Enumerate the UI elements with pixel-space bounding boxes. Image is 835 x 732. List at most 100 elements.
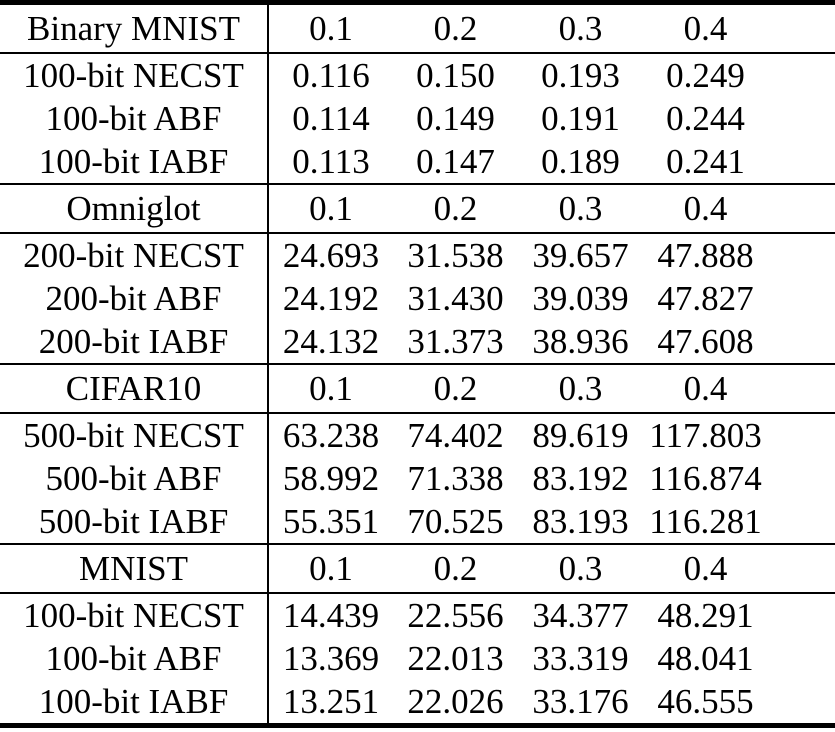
value-cell: 0.189 bbox=[518, 140, 643, 185]
row-label: 100-bit IABF bbox=[0, 140, 268, 185]
noise-level: 0.2 bbox=[393, 184, 518, 234]
value-cell: 33.319 bbox=[532, 638, 629, 678]
value-cell: 0.191 bbox=[541, 98, 620, 138]
value-cell: 33.176 bbox=[532, 681, 629, 721]
spacer bbox=[768, 277, 835, 320]
row-label: 200-bit IABF bbox=[0, 320, 268, 365]
table-row: 500-bit IABF 55.351 70.525 83.193 116.28… bbox=[0, 500, 835, 545]
value-cell: 116.874 bbox=[649, 458, 762, 498]
table-row: 100-bit IABF 0.113 0.147 0.189 0.241 bbox=[0, 140, 835, 185]
value-cell: 0.150 bbox=[416, 55, 495, 95]
value-cell: 74.402 bbox=[407, 415, 504, 455]
spacer bbox=[768, 413, 835, 457]
value-cell: 89.619 bbox=[532, 415, 629, 455]
value-cell: 0.149 bbox=[416, 98, 495, 138]
section-header-row: Omniglot 0.1 0.2 0.3 0.4 bbox=[0, 184, 835, 234]
value-cell: 0.193 bbox=[541, 55, 620, 95]
value-cell: 47.608 bbox=[643, 320, 768, 365]
section-omniglot: Omniglot 0.1 0.2 0.3 0.4 200-bit NECST 2… bbox=[0, 184, 835, 365]
value-cell: 0.116 bbox=[267, 53, 393, 97]
dataset-name: MNIST bbox=[0, 544, 268, 594]
value-cell: 71.338 bbox=[407, 458, 504, 498]
table-row: 500-bit ABF 58.992 71.338 83.192 116.874 bbox=[0, 457, 835, 500]
dataset-name: Omniglot bbox=[0, 184, 268, 234]
noise-level: 0.2 bbox=[393, 364, 518, 414]
value-cell: 39.657 bbox=[532, 235, 629, 275]
noise-level: 0.4 bbox=[643, 364, 768, 414]
noise-level: 0.1 bbox=[267, 544, 393, 594]
value-cell: 13.369 bbox=[267, 637, 393, 680]
row-label: 100-bit IABF bbox=[38, 681, 229, 721]
value-cell: 70.525 bbox=[393, 500, 518, 545]
value-cell: 83.193 bbox=[518, 500, 643, 545]
value-cell: 58.992 bbox=[267, 457, 393, 500]
spacer bbox=[768, 184, 835, 234]
table-row: 200-bit IABF 24.132 31.373 38.936 47.608 bbox=[0, 320, 835, 365]
value-cell: 46.555 bbox=[657, 681, 754, 721]
noise-level: 0.3 bbox=[518, 364, 643, 414]
spacer bbox=[768, 320, 835, 365]
noise-level: 0.2 bbox=[393, 544, 518, 594]
value-cell: 34.377 bbox=[532, 595, 629, 635]
table-row: 100-bit ABF 13.369 22.013 33.319 48.041 bbox=[0, 637, 835, 680]
value-cell: 117.803 bbox=[649, 415, 762, 455]
value-cell: 55.351 bbox=[267, 500, 393, 545]
value-cell: 48.291 bbox=[657, 595, 754, 635]
value-cell: 31.538 bbox=[407, 235, 504, 275]
row-label: 100-bit ABF bbox=[45, 638, 222, 678]
value-cell: 22.013 bbox=[407, 638, 504, 678]
value-cell: 0.244 bbox=[666, 98, 745, 138]
spacer bbox=[768, 544, 835, 594]
value-cell: 63.238 bbox=[267, 413, 393, 457]
row-label: 500-bit IABF bbox=[0, 500, 268, 545]
section-header-row: Binary MNIST 0.1 0.2 0.3 0.4 bbox=[0, 2, 835, 54]
spacer bbox=[768, 97, 835, 140]
spacer bbox=[768, 53, 835, 97]
value-cell: 13.251 bbox=[267, 680, 393, 726]
section-mnist: MNIST 0.1 0.2 0.3 0.4 100-bit NECST 14.4… bbox=[0, 544, 835, 726]
spacer bbox=[768, 140, 835, 185]
value-cell: 0.147 bbox=[393, 140, 518, 185]
noise-level: 0.4 bbox=[643, 184, 768, 234]
value-cell: 48.041 bbox=[657, 638, 754, 678]
value-cell: 24.132 bbox=[267, 320, 393, 365]
table-row: 200-bit NECST 24.693 31.538 39.657 47.88… bbox=[0, 233, 835, 277]
value-cell: 24.693 bbox=[267, 233, 393, 277]
section-header-row: CIFAR10 0.1 0.2 0.3 0.4 bbox=[0, 364, 835, 414]
table-row: 200-bit ABF 24.192 31.430 39.039 47.827 bbox=[0, 277, 835, 320]
value-cell: 0.249 bbox=[666, 55, 745, 95]
spacer bbox=[768, 364, 835, 414]
spacer bbox=[768, 680, 835, 726]
value-cell: 0.113 bbox=[267, 140, 393, 185]
noise-level: 0.4 bbox=[643, 2, 768, 54]
row-label: 200-bit NECST bbox=[23, 235, 244, 275]
noise-level: 0.3 bbox=[518, 184, 643, 234]
value-cell: 83.192 bbox=[532, 458, 629, 498]
row-label: 100-bit NECST bbox=[23, 55, 244, 95]
value-cell: 31.373 bbox=[393, 320, 518, 365]
table-row: 100-bit NECST 0.116 0.150 0.193 0.249 bbox=[0, 53, 835, 97]
value-cell: 24.192 bbox=[267, 277, 393, 320]
row-label: 500-bit NECST bbox=[23, 415, 244, 455]
spacer bbox=[768, 233, 835, 277]
value-cell: 47.888 bbox=[657, 235, 754, 275]
value-cell: 22.556 bbox=[407, 595, 504, 635]
value-cell: 116.281 bbox=[643, 500, 768, 545]
dataset-name: CIFAR10 bbox=[0, 364, 268, 414]
noise-level: 0.3 bbox=[518, 544, 643, 594]
section-cifar10: CIFAR10 0.1 0.2 0.3 0.4 500-bit NECST 63… bbox=[0, 364, 835, 545]
noise-level: 0.2 bbox=[393, 2, 518, 54]
section-header-row: MNIST 0.1 0.2 0.3 0.4 bbox=[0, 544, 835, 594]
spacer bbox=[768, 593, 835, 637]
noise-level: 0.1 bbox=[267, 184, 393, 234]
table-row: 100-bit IABF 13.251 22.026 33.176 46.555 bbox=[0, 680, 835, 726]
row-label: 100-bit ABF bbox=[45, 98, 222, 138]
spacer bbox=[768, 2, 835, 54]
value-cell: 47.827 bbox=[657, 278, 754, 318]
spacer bbox=[768, 637, 835, 680]
value-cell: 38.936 bbox=[518, 320, 643, 365]
row-label: 200-bit ABF bbox=[45, 278, 222, 318]
table-row: 500-bit NECST 63.238 74.402 89.619 117.8… bbox=[0, 413, 835, 457]
